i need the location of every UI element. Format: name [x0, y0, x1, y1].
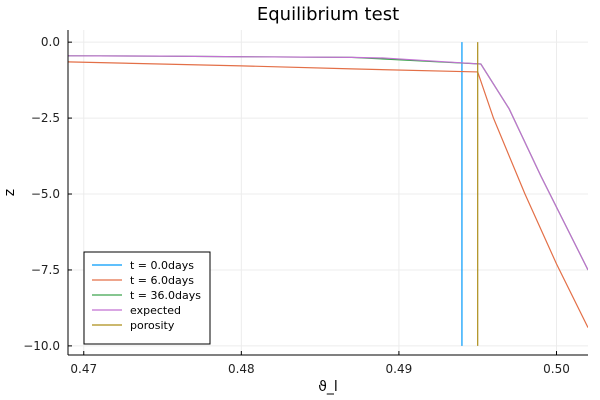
- legend-label: t = 0.0days: [130, 259, 194, 272]
- x-axis-label: ϑ_l: [318, 379, 338, 395]
- y-axis-label: z: [2, 189, 18, 196]
- axis-layer: 0.47 0.48 0.49 0.50 0.0 −2.5 −5.0 −7.5 −10.0: [23, 30, 588, 376]
- legend: t = 0.0days t = 6.0days t = 36.0days expect…: [83, 251, 211, 345]
- series-line-4: [68, 55, 588, 271]
- y-tick-label: 0.0: [41, 35, 60, 49]
- x-tick-label: 0.50: [543, 362, 570, 376]
- y-tick-label: −7.5: [31, 263, 60, 277]
- grid-layer: [68, 30, 588, 355]
- x-tick-label: 0.48: [228, 362, 255, 376]
- x-tick-label: 0.49: [386, 362, 413, 376]
- chart-title: Equilibrium test: [257, 4, 399, 25]
- y-tick-label: −2.5: [31, 111, 60, 125]
- legend-label: t = 36.0days: [130, 289, 201, 302]
- y-tick-label: −5.0: [31, 187, 60, 201]
- y-tick-label: −10.0: [23, 339, 60, 353]
- series-layer: [68, 42, 588, 346]
- series-line-3: [68, 55, 588, 271]
- legend-label: t = 6.0days: [130, 274, 194, 287]
- legend-label: expected: [130, 304, 181, 317]
- x-tick-label: 0.47: [70, 362, 97, 376]
- legend-box: [83, 251, 211, 345]
- series-line-2: [68, 61, 588, 328]
- legend-label: porosity: [130, 319, 175, 332]
